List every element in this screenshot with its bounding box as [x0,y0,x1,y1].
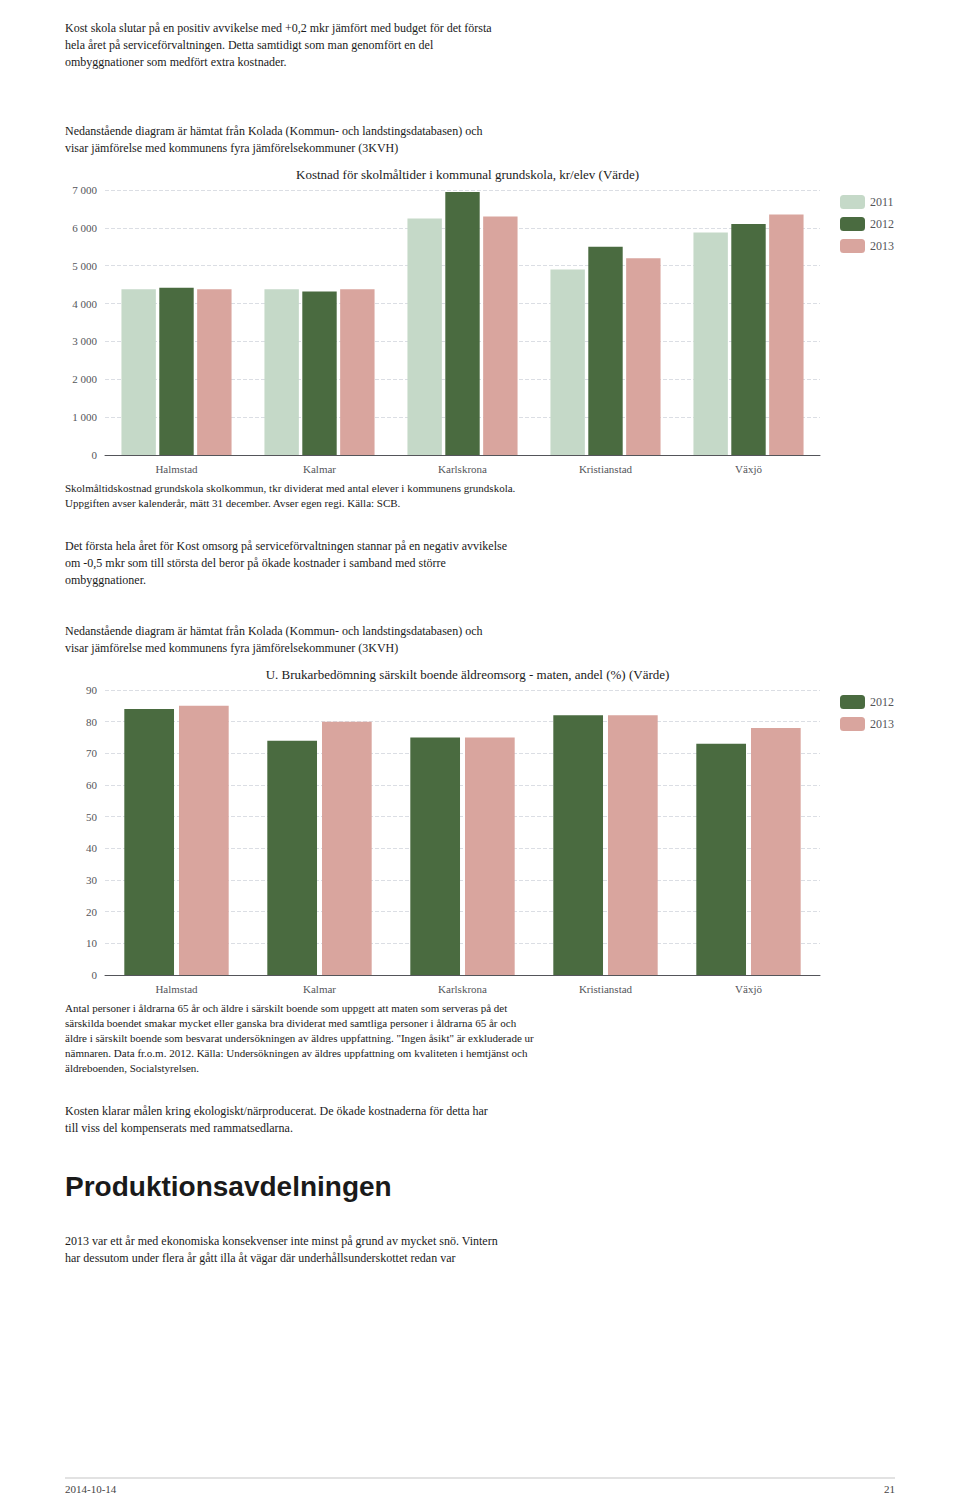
svg-text:20: 20 [86,906,98,918]
svg-text:Karlskrona: Karlskrona [438,983,487,995]
svg-text:2 000: 2 000 [72,373,97,385]
svg-text:särskilda boendet smakar mycke: särskilda boendet smakar mycket eller ga… [65,1017,517,1029]
svg-text:70: 70 [86,747,98,759]
svg-text:Kostnad för skolmåltider i kom: Kostnad för skolmåltider i kommunal grun… [296,167,639,182]
svg-text:Kosten klarar målen kring ekol: Kosten klarar målen kring ekologiskt/när… [65,1104,488,1118]
svg-text:Nedanstående diagram är hämtat: Nedanstående diagram är hämtat från Kola… [65,124,483,138]
svg-text:0: 0 [92,449,98,461]
svg-text:U. Brukarbedömning särskilt bo: U. Brukarbedömning särskilt boende äldre… [266,667,670,682]
svg-text:4 000: 4 000 [72,298,97,310]
svg-text:om -0,5 mkr som till största d: om -0,5 mkr som till största del beror p… [65,556,446,570]
svg-text:2013: 2013 [870,717,894,731]
svg-text:äldre i särskilt boende som be: äldre i särskilt boende som besvarat und… [65,1032,534,1044]
svg-text:90: 90 [86,684,98,696]
svg-text:2013 var ett år med ekonomiska: 2013 var ett år med ekonomiska konsekven… [65,1234,498,1248]
svg-text:Antal personer i åldrarna 65 å: Antal personer i åldrarna 65 år och äldr… [65,1002,507,1014]
svg-text:0: 0 [92,969,98,981]
svg-text:Uppgiften avser kalenderår, mä: Uppgiften avser kalenderår, mätt 31 dece… [65,497,401,509]
svg-text:ombyggnationer som medfört ext: ombyggnationer som medfört extra kostnad… [65,55,287,69]
svg-text:80: 80 [86,716,98,728]
svg-text:21: 21 [884,1483,895,1495]
svg-text:Kalmar: Kalmar [303,463,336,475]
svg-text:3 000: 3 000 [72,335,97,347]
svg-text:nämnaren. Data fr.o.m. 2012. K: nämnaren. Data fr.o.m. 2012. Källa: Unde… [65,1047,528,1059]
svg-text:Karlskrona: Karlskrona [438,463,487,475]
svg-text:hela året på serviceförvaltnin: hela året på serviceförvaltningen. Detta… [65,38,434,52]
svg-text:visar jämförelse med kommunens: visar jämförelse med kommunens fyra jämf… [65,141,398,155]
svg-text:Skolmåltidskostnad grundskola: Skolmåltidskostnad grundskola skolkommun… [65,482,516,494]
svg-text:2012: 2012 [870,695,894,709]
svg-text:1 000: 1 000 [72,411,97,423]
svg-text:Kristianstad: Kristianstad [579,983,633,995]
svg-text:2011: 2011 [870,195,894,209]
svg-text:40: 40 [86,842,98,854]
svg-text:Växjö: Växjö [735,983,762,995]
svg-text:äldreboenden, Socialstyrelsen.: äldreboenden, Socialstyrelsen. [65,1062,199,1074]
svg-text:Kristianstad: Kristianstad [579,463,633,475]
svg-text:Halmstad: Halmstad [155,983,198,995]
svg-text:Det första hela året för Kost: Det första hela året för Kost omsorg på … [65,539,507,553]
svg-text:Halmstad: Halmstad [155,463,198,475]
svg-text:30: 30 [86,874,98,886]
svg-text:Växjö: Växjö [735,463,762,475]
svg-text:2012: 2012 [870,217,894,231]
svg-text:50: 50 [86,811,98,823]
svg-text:har dessutom under flera år gå: har dessutom under flera år gått illa åt… [65,1251,456,1265]
svg-text:visar jämförelse med kommunens: visar jämförelse med kommunens fyra jämf… [65,641,398,655]
svg-text:Kost skola slutar på en positi: Kost skola slutar på en positiv avvikels… [65,21,492,35]
svg-text:10: 10 [86,937,98,949]
svg-text:ombyggnationer.: ombyggnationer. [65,573,146,587]
svg-text:Nedanstående diagram är hämtat: Nedanstående diagram är hämtat från Kola… [65,624,483,638]
svg-text:2013: 2013 [870,239,894,253]
svg-text:5 000: 5 000 [72,260,97,272]
svg-text:Kalmar: Kalmar [303,983,336,995]
svg-text:Produktionsavdelningen: Produktionsavdelningen [65,1171,392,1202]
svg-text:60: 60 [86,779,98,791]
svg-text:7 000: 7 000 [72,184,97,196]
svg-text:6 000: 6 000 [72,222,97,234]
svg-text:2014-10-14: 2014-10-14 [65,1483,117,1495]
svg-text:till viss del kompenserats med: till viss del kompenserats med rammatsed… [65,1121,293,1135]
